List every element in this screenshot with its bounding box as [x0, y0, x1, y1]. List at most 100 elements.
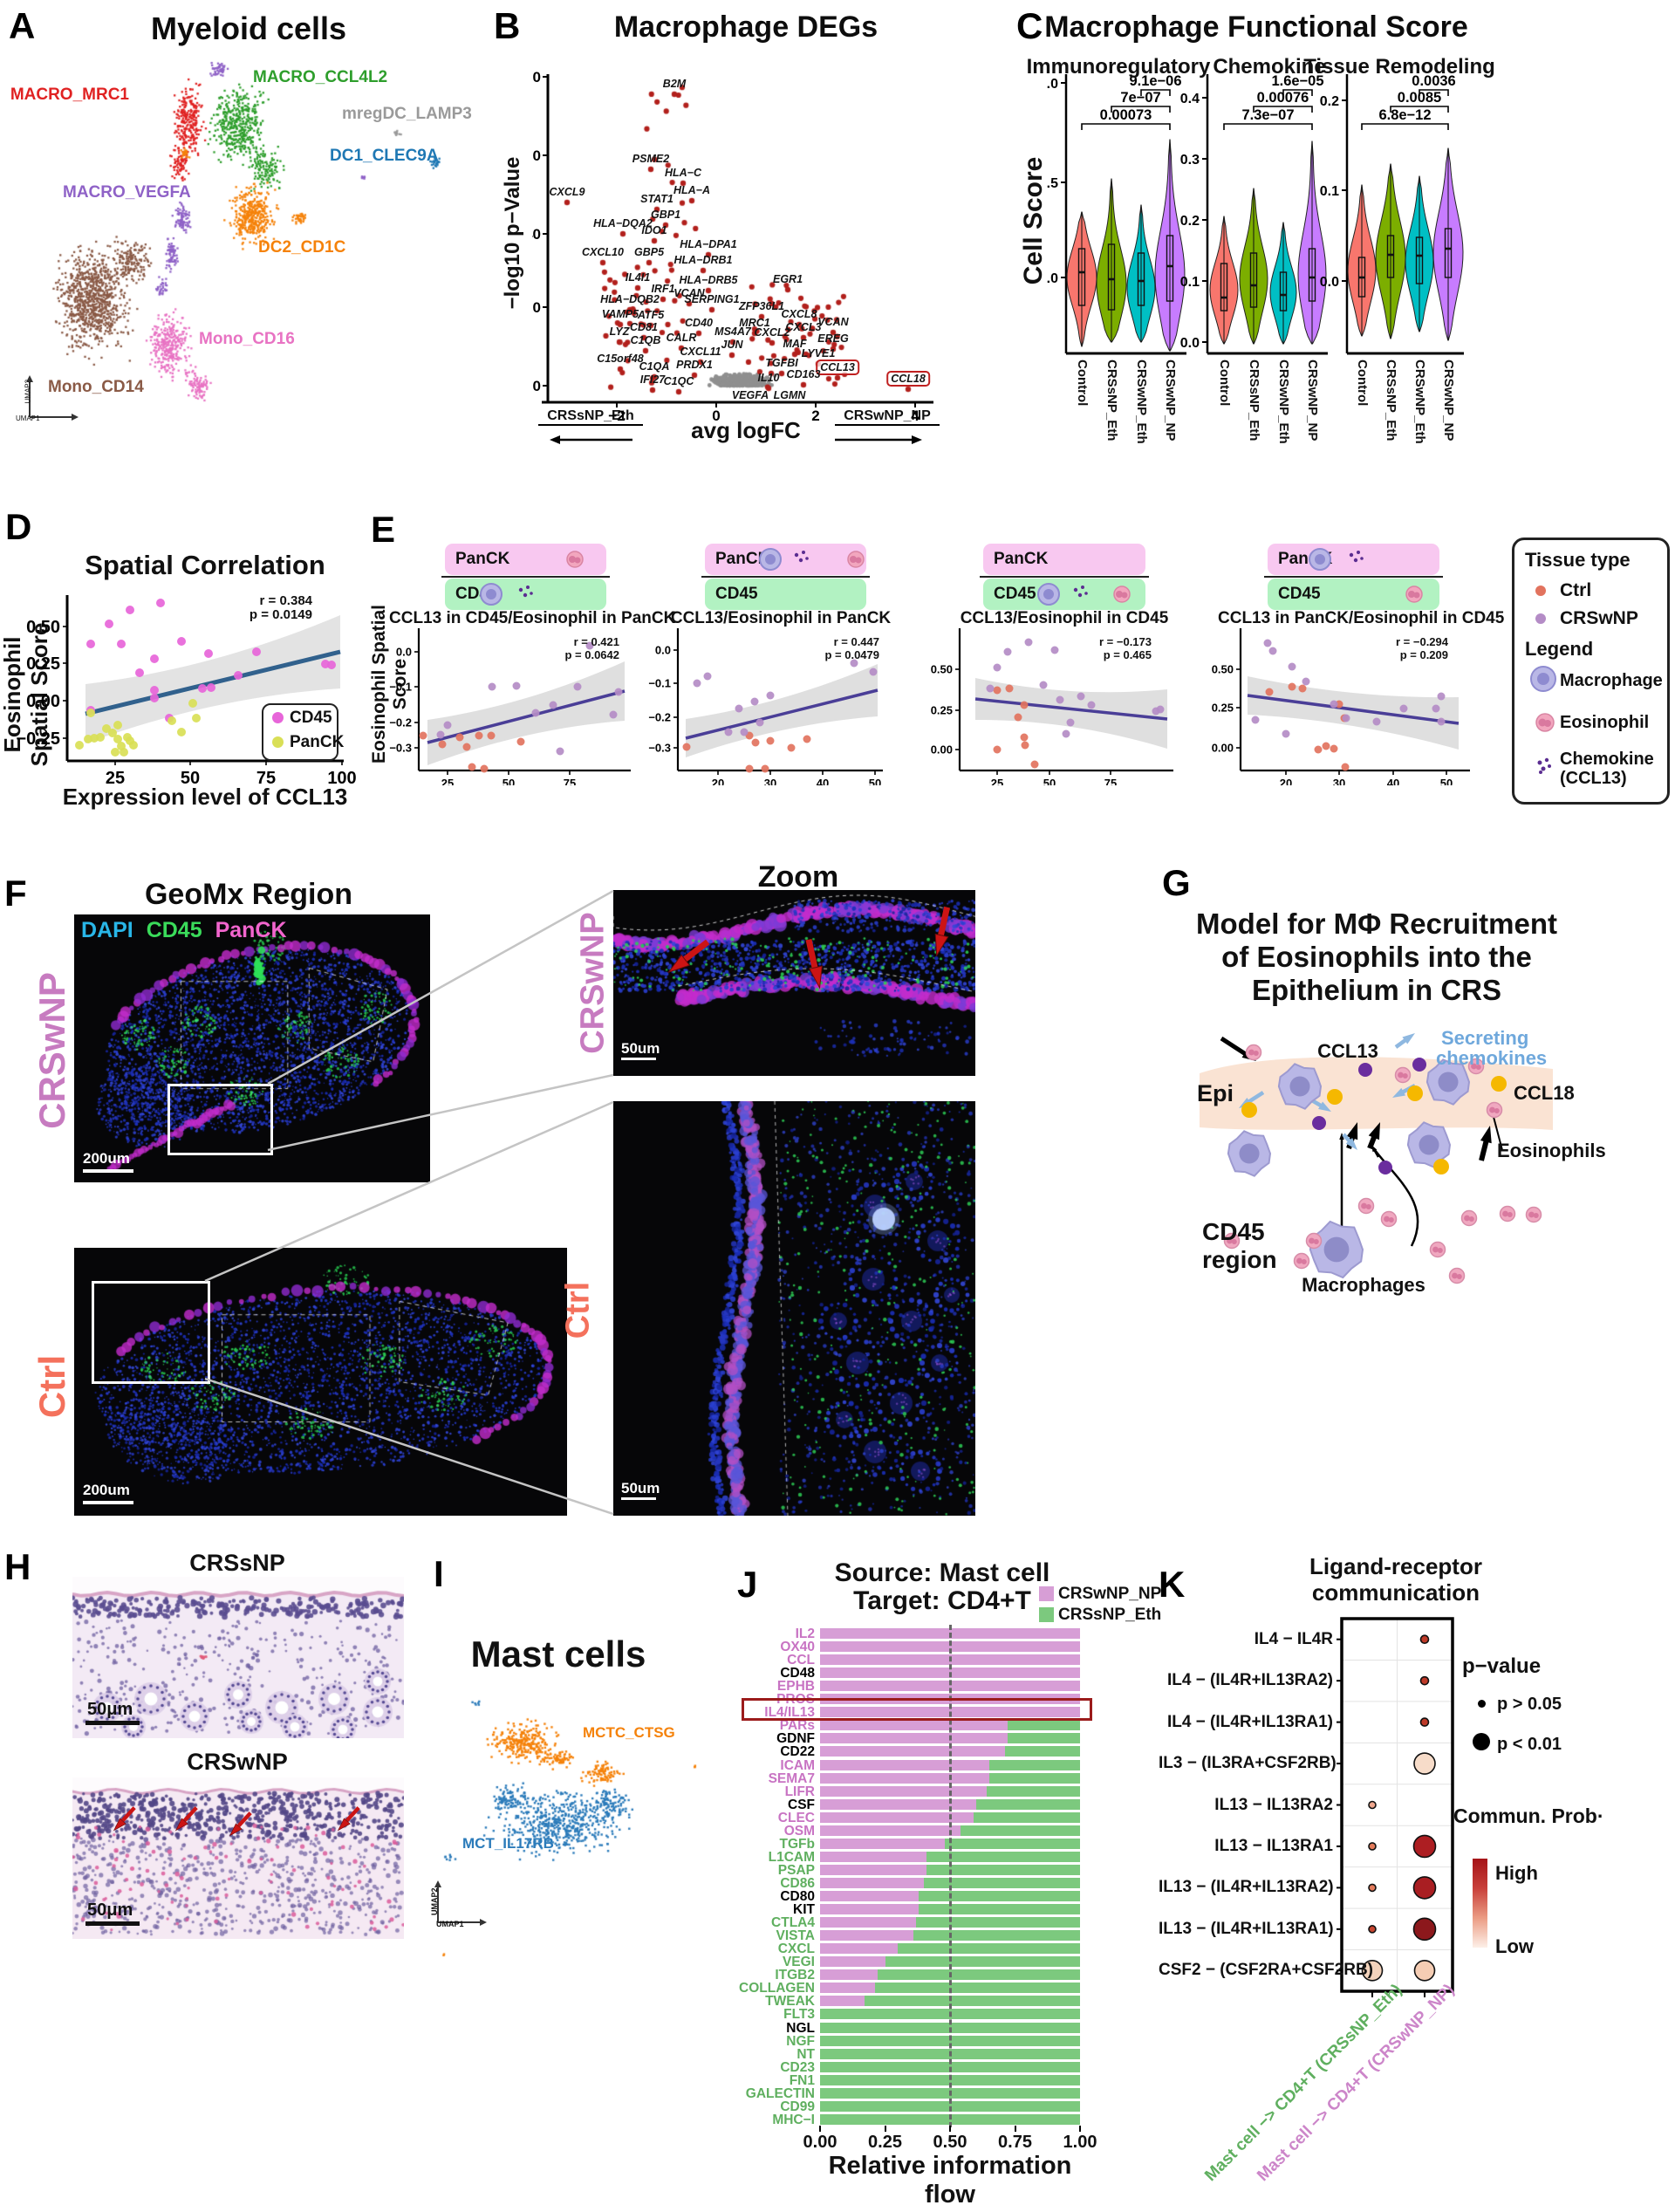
ccl18-dot — [1327, 1089, 1343, 1105]
scatter-point-ctrl — [1005, 684, 1014, 693]
scalebar-he-1: 50μm — [87, 1700, 133, 1719]
gene-label-hla−drb5: HLA−DRB5 — [679, 274, 738, 286]
j-bar-pink — [820, 1851, 927, 1862]
scatter-point-ctrl — [156, 599, 165, 607]
j-bar-pink — [820, 1798, 976, 1810]
panel-b-title: Macrophage DEGs — [613, 10, 879, 44]
j-row-label: CD48 — [780, 1666, 815, 1681]
violin-group-label: CRSwNP_NP — [1305, 360, 1320, 442]
scalebar-he-2-bar — [85, 1921, 140, 1926]
panel-i-letter: I — [434, 1553, 444, 1594]
j-threshold-line — [949, 1625, 952, 2127]
y-tick-label: 0.50 — [26, 618, 60, 637]
eosinophil-lobe — [1533, 1213, 1539, 1218]
gene-label-cd163: CD163 — [786, 368, 821, 380]
eosinophil-lobe — [1365, 1204, 1371, 1209]
red-arrow-icon — [661, 928, 718, 985]
scatter-point-case — [1342, 714, 1350, 722]
tissue-type-title: Tissue type — [1525, 549, 1631, 571]
gene-label-atf5: ATF5 — [637, 309, 665, 321]
epi-label: Epi — [1197, 1080, 1234, 1106]
eosinophil-icon — [1534, 711, 1556, 738]
scalebar-he-1-bar — [85, 1721, 140, 1725]
eosinophil-lobe — [1388, 1217, 1394, 1222]
scatter-point-case — [609, 710, 618, 719]
scatter-point-case — [614, 688, 623, 696]
eosinophil-lobe — [1231, 1239, 1237, 1244]
eosinophil-lobe — [1398, 1072, 1404, 1079]
gene-label-cd81: CD81 — [630, 321, 658, 333]
macrophage-icon — [1528, 664, 1558, 698]
violin-group-label: Control — [1355, 360, 1370, 407]
pvalue-legend-title: p−value — [1462, 1654, 1542, 1678]
chem-icon — [514, 581, 540, 607]
j-row-label: ITGB2 — [775, 1968, 815, 1983]
ccl13-dot — [1412, 1058, 1426, 1072]
k-row-label: IL4 − (IL4R+IL13RA2) — [1166, 1671, 1333, 1690]
gene-label-gbp5: GBP5 — [633, 246, 665, 258]
arrow-head — [1345, 1137, 1357, 1150]
j-row-label: CTLA4 — [771, 1915, 815, 1931]
j-row-label: OSM — [783, 1823, 815, 1839]
scatter-point-case — [1437, 717, 1446, 726]
j-x-tick-label: 0.75 — [998, 2133, 1032, 2152]
x-tick-label: 40 — [817, 777, 829, 785]
eosinophil-lobe — [1494, 1108, 1500, 1113]
gene-label-prdx1: PRDX1 — [676, 359, 713, 371]
j-row-label: OX40 — [780, 1640, 815, 1655]
violin-subplot-title: Immunoregulatory — [1026, 55, 1211, 79]
panck-region-bar: PanCK — [983, 544, 1145, 575]
gene-label-ccl18: CCL18 — [886, 371, 930, 387]
j-row-label: TGFb — [779, 1836, 815, 1852]
mac-icon — [757, 546, 783, 572]
k-dot — [1412, 1834, 1437, 1859]
scatter-point-case — [993, 663, 1002, 672]
y-tick-label: −0.3 — [648, 742, 671, 755]
gene-label-ms4a7: MS4A7 — [714, 325, 751, 338]
scatter-point-case — [96, 733, 105, 742]
pvalue-label: 0.00073 — [1100, 107, 1152, 123]
gradient-low-label: Low — [1495, 1935, 1534, 1957]
k-dot — [1419, 1717, 1430, 1727]
j-row-label: COLLAGEN — [739, 1981, 815, 1996]
scatter-point-case — [436, 730, 445, 739]
j-x-tickmark — [884, 2126, 886, 2132]
panel-b-letter: B — [494, 5, 521, 46]
scatter-point-ctrl — [462, 743, 471, 751]
red-arrow-icon — [110, 1804, 140, 1834]
k-dot — [1413, 1959, 1436, 1982]
ccl13-dot — [1312, 1116, 1326, 1130]
violin-box — [1107, 243, 1116, 311]
ccl13-dot — [1358, 1063, 1372, 1077]
commun-prob-label: Commun. Prob· — [1453, 1805, 1604, 1827]
scatter-point-ctrl — [803, 735, 811, 743]
scatter-point-case — [1399, 704, 1408, 713]
scatter-point-case — [869, 668, 878, 676]
arrow-head — [1480, 1126, 1492, 1144]
scatter-point-ctrl — [204, 649, 213, 658]
macrophage-nucleus — [1289, 1076, 1310, 1097]
panel-g-title-3: Epithelium in CRS — [1251, 974, 1501, 1006]
mctc-ctsg-label: MCTC_CTSG — [583, 1724, 675, 1741]
panel-j-title-1: Source: Mast cell — [834, 1558, 1050, 1587]
cd45-legend-label: CD45 — [290, 709, 332, 727]
j-row-label: FN1 — [789, 2072, 815, 2088]
violin-tick-label: 0.0 — [1047, 271, 1058, 286]
j-row-label: VISTA — [776, 1928, 816, 1944]
scatter-point-ctrl — [1265, 688, 1274, 696]
scatter-point-ctrl — [135, 668, 144, 677]
pvalue-bracket — [1081, 123, 1171, 130]
y-tick-label: 0.25 — [26, 654, 60, 674]
scatter-point-case — [1024, 638, 1033, 647]
confidence-band — [686, 664, 878, 757]
j-bar-pink — [820, 1733, 1008, 1744]
pvalue-label: 0.0085 — [1398, 90, 1441, 106]
scatter-point-ctrl — [1288, 682, 1296, 691]
eos-icon — [843, 546, 869, 572]
scatter-point-ctrl — [1298, 684, 1307, 693]
y-tick-label: 0.50 — [931, 663, 953, 676]
eosinophil-lobe — [1313, 1239, 1319, 1244]
bar-divider — [1264, 576, 1443, 578]
mct-il17rb-label: MCT_IL17RB — [462, 1835, 554, 1852]
